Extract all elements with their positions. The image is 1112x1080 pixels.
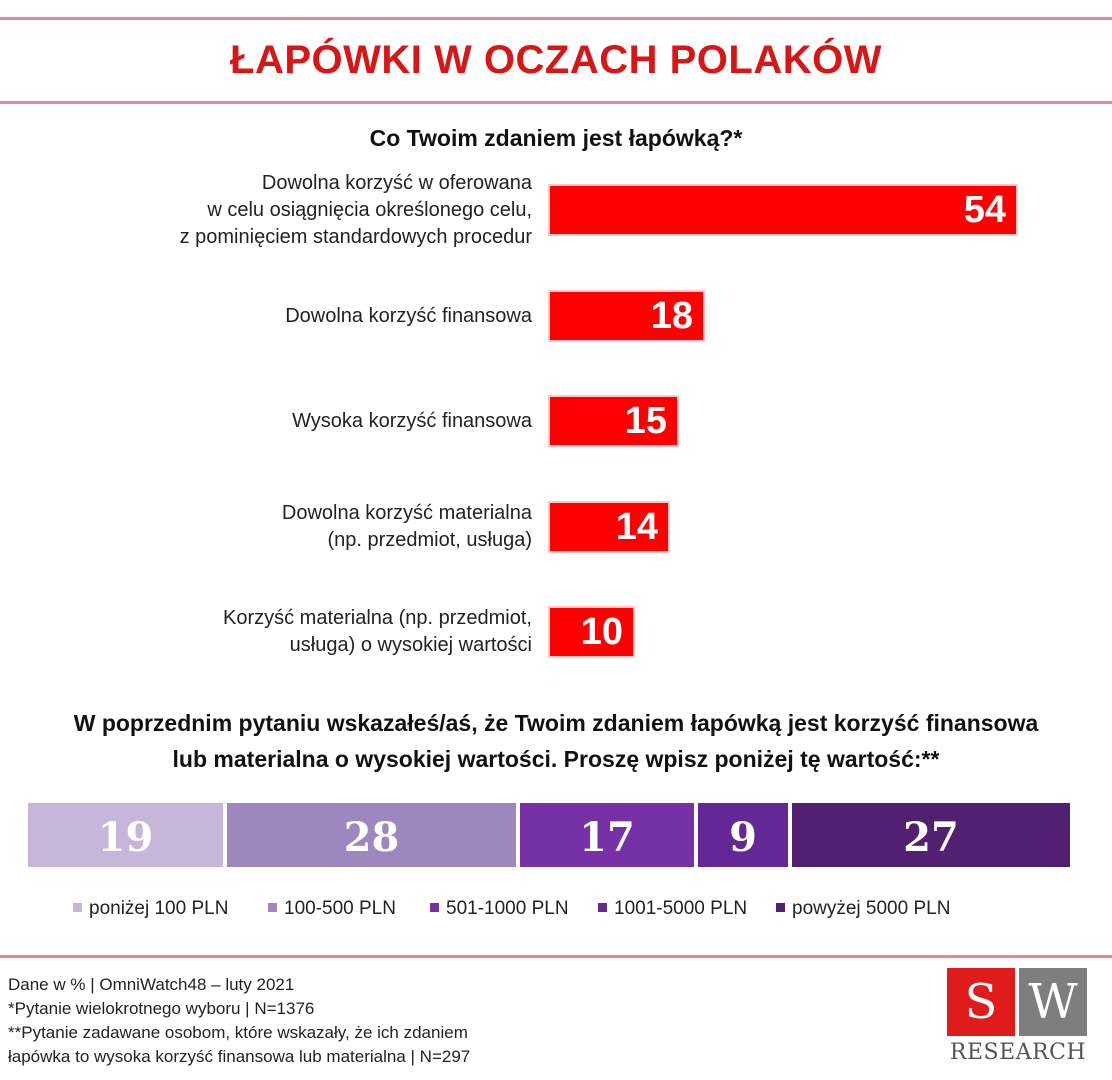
legend-item: 501-1000 PLN [430, 898, 569, 920]
sw-research-logo: S W RESEARCH [945, 968, 1091, 1068]
chart-title-question-2: W poprzednim pytaniu wskazałeś/aś, że Tw… [0, 705, 1112, 777]
logo-letter-w: W [1019, 968, 1087, 1036]
stacked-segment: 19 [26, 801, 225, 869]
text-line: Wysoka korzyść finansowa [292, 409, 532, 432]
stacked-segment: 27 [790, 801, 1072, 869]
title-divider [0, 101, 1112, 104]
text-line: lub materialna o wysokiej wartości. Pros… [172, 746, 940, 772]
legend-label: powyżej 5000 PLN [792, 898, 951, 919]
legend-label: poniżej 100 PLN [89, 898, 229, 919]
category-label: Dowolna korzyść finansowa [12, 303, 532, 330]
category-label: Dowolna korzyść w oferowana w celu osiągn… [12, 170, 532, 251]
footnote-question-2-note: **Pytanie zadawane osobom, które wskazał… [8, 1023, 468, 1042]
legend-item: powyżej 5000 PLN [776, 898, 950, 920]
category-label: Wysoka korzyść finansowa [12, 408, 532, 435]
top-divider [0, 17, 1112, 20]
legend-item: 1001-5000 PLN [598, 898, 747, 920]
stacked-segment: 17 [518, 801, 696, 869]
bar: 14 [548, 501, 670, 553]
text-line: z pominięciem standardowych procedur [179, 225, 532, 248]
text-line: W poprzednim pytaniu wskazałeś/aś, że Tw… [73, 710, 1039, 736]
legend-swatch [73, 903, 82, 912]
bar-value-label: 10 [580, 611, 623, 653]
text-line: Korzyść materialna (np. przedmiot, [222, 607, 532, 629]
legend-swatch [598, 903, 607, 912]
category-label: Dowolna korzyść materialna (np. przedmiot… [12, 500, 532, 554]
logo-subtitle: RESEARCH [949, 1040, 1087, 1065]
footer-divider [0, 955, 1112, 958]
text-line: (np. przedmiot, usługa) [327, 529, 532, 551]
bar: 18 [548, 290, 705, 342]
bar: 10 [548, 606, 635, 658]
legend-label: 1001-5000 PLN [614, 898, 748, 919]
text-line: w celu osiągnięcia określonego celu, [207, 198, 532, 221]
segment-value-label: 9 [729, 814, 757, 861]
text-line: Dowolna korzyść w oferowana [261, 171, 532, 194]
text-line: Dowolna korzyść finansowa [285, 304, 532, 327]
bar: 54 [548, 184, 1018, 236]
legend: poniżej 100 PLN 100-500 PLN 501-1000 PLN 10… [0, 898, 1112, 924]
segment-value-label: 19 [97, 814, 154, 861]
legend-item: poniżej 100 PLN [73, 898, 228, 920]
page-title: ŁAPÓWKI W OCZACH POLAKÓW [230, 38, 882, 82]
segment-value-label: 28 [343, 814, 400, 861]
segment-value-label: 17 [579, 814, 635, 861]
bar-value-label: 18 [650, 295, 693, 337]
legend-label: 100-500 PLN [284, 898, 396, 919]
legend-swatch [268, 903, 277, 912]
footnote-question-2-sample: łapówka to wysoka korzyść finansowa lub … [8, 1047, 471, 1066]
legend-label: 501-1000 PLN [446, 898, 569, 919]
stacked-bar: 19 28 17 9 27 [26, 801, 1072, 869]
segment-value-label: 27 [903, 814, 959, 861]
bar-value-label: 14 [615, 506, 658, 548]
legend-item: 100-500 PLN [268, 898, 396, 920]
text-line: usługa) o wysokiej wartości [289, 634, 532, 656]
bar: 15 [548, 395, 679, 447]
footnote-multiple-choice: *Pytanie wielokrotnego wyboru | N=1376 [8, 999, 315, 1018]
chart-title-question-1: Co Twoim zdaniem jest łapówką?* [369, 125, 743, 151]
logo-letter-s: S [947, 968, 1015, 1036]
category-label: Korzyść materialna (np. przedmiot, usługa… [12, 605, 532, 659]
legend-swatch [430, 903, 439, 912]
stacked-segment: 9 [696, 801, 790, 869]
footnote-data-source: Dane w % | OmniWatch48 – luty 2021 [8, 975, 295, 994]
legend-swatch [776, 903, 785, 912]
bar-value-label: 15 [624, 400, 667, 442]
stacked-segment: 28 [225, 801, 518, 869]
bar-value-label: 54 [963, 189, 1006, 231]
text-line: Dowolna korzyść materialna [281, 502, 532, 524]
